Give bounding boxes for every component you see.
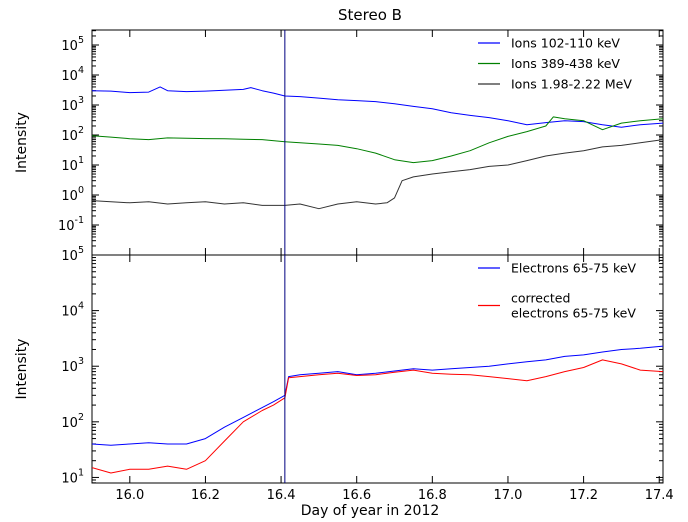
y-tick-label: 101 xyxy=(61,467,84,486)
x-tick-label: 16.6 xyxy=(342,488,371,503)
y-tick-label: 103 xyxy=(61,356,84,375)
series-line xyxy=(92,139,663,210)
bottom-panel: 101 102 103 104 105 Intensity Electrons 65-75 … xyxy=(14,245,664,486)
y-tick-label: 102 xyxy=(61,125,84,144)
series-line xyxy=(92,345,663,446)
x-tick-label: 16.4 xyxy=(267,488,296,503)
legend-label: Electrons 65-75 keV xyxy=(511,261,637,276)
x-tick-label: 16.8 xyxy=(418,488,447,503)
series-line xyxy=(92,116,663,164)
y-tick-label: 100 xyxy=(61,185,84,204)
legend-label: corrected electrons 65-75 keV xyxy=(511,291,636,321)
y-tick-label: 103 xyxy=(61,95,84,114)
series-line xyxy=(92,86,663,128)
y-axis-label: Intensity xyxy=(14,339,30,400)
legend-label: Ions 102-110 keV xyxy=(511,36,620,51)
legend-label: Ions 389-438 keV xyxy=(511,56,620,71)
top-panel: 10-1 100 101 102 103 104 105 Intensity Ions 102-… xyxy=(14,29,664,256)
x-tick-label: 16.0 xyxy=(115,488,144,503)
y-tick-label: 10-1 xyxy=(58,215,84,234)
series-line xyxy=(92,359,663,474)
series-group xyxy=(92,345,663,474)
y-tick-label: 104 xyxy=(61,65,84,84)
series-group xyxy=(92,86,663,210)
x-tick-label: 17.4 xyxy=(645,488,674,503)
y-tick-label: 102 xyxy=(61,412,84,431)
x-tick-label: 16.2 xyxy=(191,488,220,503)
y-axis-label: Intensity xyxy=(14,112,30,173)
x-axis-label: Day of year in 2012 xyxy=(301,503,440,519)
y-tick-label: 105 xyxy=(61,245,84,264)
chart-title: Stereo B xyxy=(338,6,402,24)
x-tick-label: 17.2 xyxy=(569,488,598,503)
y-tick-label: 101 xyxy=(61,155,84,174)
legend-label: Ions 1.98-2.22 MeV xyxy=(511,77,632,92)
x-tick-label: 17.0 xyxy=(493,488,522,503)
y-tick-label: 104 xyxy=(61,301,84,320)
y-tick-label: 105 xyxy=(61,35,84,54)
